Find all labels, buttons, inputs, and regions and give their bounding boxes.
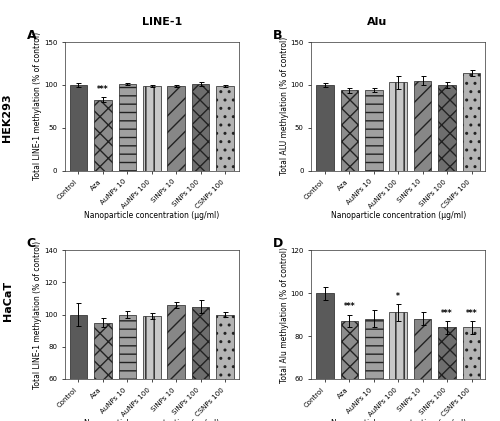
- Bar: [94, 99, 112, 171]
- Bar: [463, 73, 480, 171]
- Bar: [168, 86, 185, 171]
- Bar: [143, 86, 160, 171]
- Bar: [390, 312, 407, 421]
- Text: ***: ***: [466, 309, 477, 318]
- Bar: [70, 314, 87, 421]
- Bar: [118, 314, 136, 421]
- Bar: [168, 305, 185, 421]
- Y-axis label: Total LINE-1 methylation (% of control): Total LINE-1 methylation (% of control): [34, 240, 42, 389]
- Bar: [414, 319, 432, 421]
- Bar: [414, 81, 432, 171]
- Bar: [365, 319, 382, 421]
- Text: D: D: [274, 237, 283, 250]
- Bar: [316, 293, 334, 421]
- Bar: [340, 90, 358, 171]
- Bar: [316, 85, 334, 171]
- X-axis label: Nanoparticle concentration (μg/ml): Nanoparticle concentration (μg/ml): [84, 419, 220, 421]
- Text: Alu: Alu: [368, 17, 388, 27]
- Bar: [118, 84, 136, 171]
- Y-axis label: Total ALU methylation (% of control): Total ALU methylation (% of control): [280, 37, 289, 176]
- Text: ***: ***: [442, 309, 453, 318]
- Text: ***: ***: [97, 85, 108, 94]
- Text: C: C: [27, 237, 36, 250]
- Text: B: B: [274, 29, 283, 42]
- Bar: [438, 328, 456, 421]
- X-axis label: Nanoparticle concentration (μg/ml): Nanoparticle concentration (μg/ml): [330, 419, 466, 421]
- Bar: [94, 322, 112, 421]
- Bar: [216, 314, 234, 421]
- Text: HaCaT: HaCaT: [2, 281, 12, 321]
- Text: ***: ***: [344, 302, 355, 312]
- Bar: [192, 84, 210, 171]
- Text: *: *: [396, 292, 400, 301]
- Bar: [463, 328, 480, 421]
- X-axis label: Nanoparticle concentration (μg/ml): Nanoparticle concentration (μg/ml): [84, 210, 220, 220]
- Bar: [365, 90, 382, 171]
- Text: A: A: [27, 29, 36, 42]
- Text: HEK293: HEK293: [2, 93, 12, 142]
- Text: LINE-1: LINE-1: [142, 17, 182, 27]
- Y-axis label: Total LINE-1 methylation (% of control): Total LINE-1 methylation (% of control): [34, 32, 42, 181]
- Bar: [340, 321, 358, 421]
- X-axis label: Nanoparticle concentration (μg/ml): Nanoparticle concentration (μg/ml): [330, 210, 466, 220]
- Bar: [390, 83, 407, 171]
- Y-axis label: Total Alu methylation (% of control): Total Alu methylation (% of control): [280, 247, 289, 383]
- Bar: [70, 85, 87, 171]
- Bar: [192, 306, 210, 421]
- Bar: [143, 316, 160, 421]
- Bar: [216, 86, 234, 171]
- Bar: [438, 85, 456, 171]
